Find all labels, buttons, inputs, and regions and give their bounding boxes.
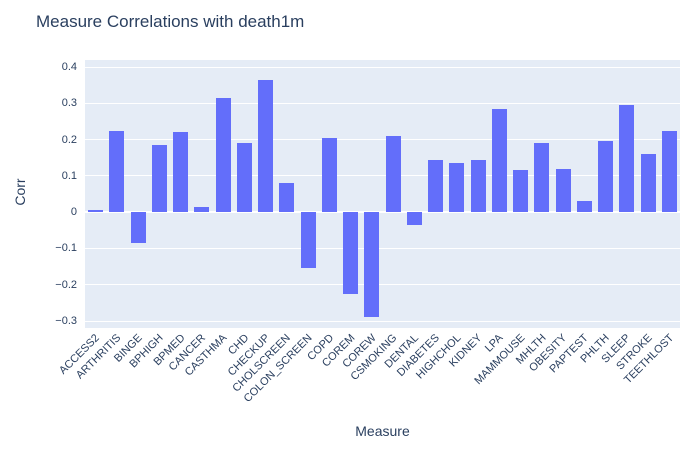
zero-gridline [85,211,680,214]
y-tick-label: 0.1 [61,169,77,182]
bar-corew [364,212,380,318]
bar-phlth [598,141,614,213]
bar-casthma [215,97,231,213]
bar-copd [321,137,337,213]
plot-area [85,60,680,328]
bar-access2 [88,210,104,213]
bar-cancer [194,206,210,213]
y-tick-label: 0.3 [61,97,77,110]
bar-cholscreen [279,183,295,213]
bar-bphigh [151,145,167,213]
y-tick-label: 0.4 [61,61,77,73]
bar-mammouse [513,170,529,213]
gridline [85,320,680,322]
gridline [85,175,680,177]
y-axis-title: Corr [12,178,28,206]
bar-obesity [555,168,571,213]
bar-arthritis [109,130,125,213]
bar-stroke [640,154,656,213]
bar-binge [130,212,146,243]
gridline [85,247,680,249]
x-axis-title: Measure [355,423,410,439]
bar-lpa [491,108,507,213]
bar-bpmed [173,132,189,213]
bar-kidney [470,159,486,213]
y-tick-label: 0.2 [61,133,77,146]
bar-dental [406,212,422,225]
bar-sleep [619,105,635,213]
gridline [85,66,680,68]
bar-diabetes [428,159,444,213]
bar-corem [343,212,359,294]
bar-chd [236,143,252,213]
bar-paptest [576,201,592,213]
bar-checkup [258,79,274,213]
y-tick-label: 0 [70,206,77,219]
bar-teethlost [661,130,677,213]
y-tick-label: −0.2 [55,278,77,291]
bar-csmoking [385,135,401,213]
y-tick-label: −0.3 [55,315,77,327]
bar-colon_screen [300,212,316,269]
bar-mhlth [534,143,550,213]
gridline [85,102,680,104]
gridline [85,284,680,286]
bar-highchol [449,163,465,213]
gridline [85,139,680,141]
y-tick-label: −0.1 [55,242,77,255]
chart-title: Measure Correlations with death1m [36,12,305,31]
